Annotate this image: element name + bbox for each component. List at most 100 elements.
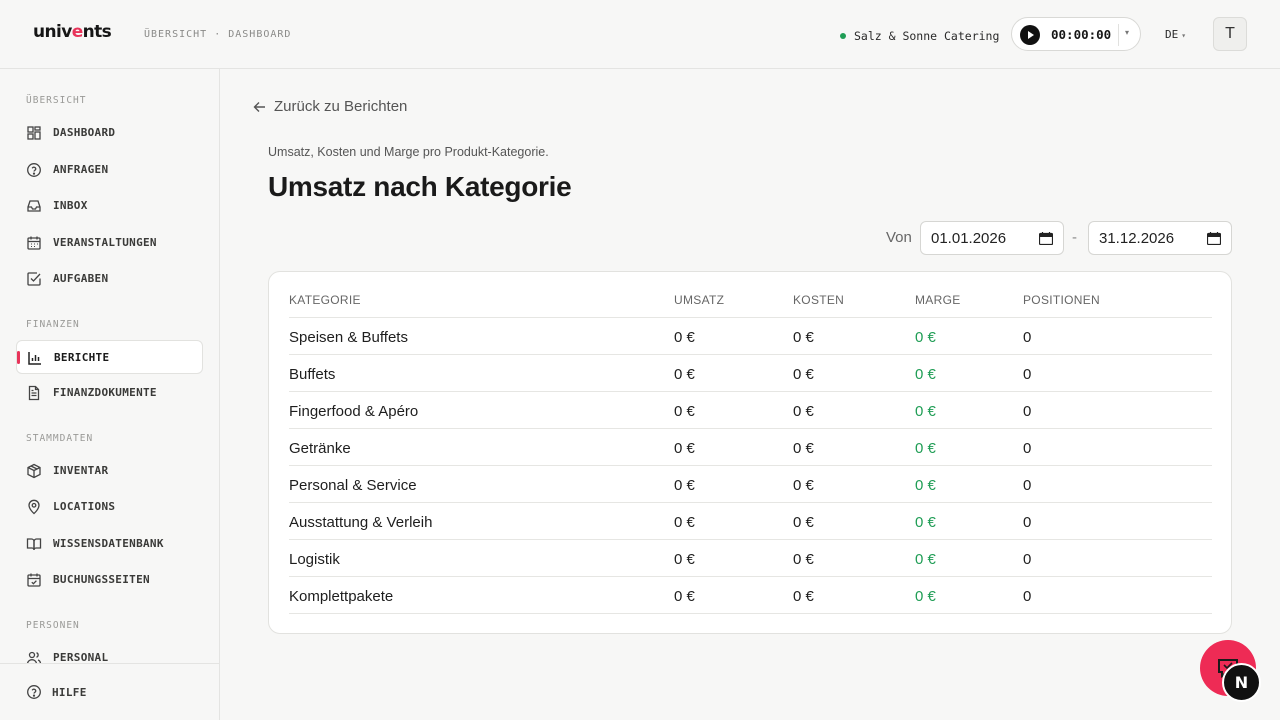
cell-kosten: 0 €: [793, 514, 814, 531]
section-label-finance: FINANZEN: [26, 319, 80, 330]
cell-umsatz: 0 €: [674, 588, 695, 605]
time-tracker: 00:00:00 ▾: [1011, 17, 1141, 51]
cell-kosten: 0 €: [793, 403, 814, 420]
avatar[interactable]: T: [1213, 17, 1247, 51]
table-row: Komplettpakete 0 € 0 € 0 € 0: [289, 577, 1212, 614]
table-row: Logistik 0 € 0 € 0 € 0: [289, 540, 1212, 577]
sidebar-item-label: PERSONAL: [53, 651, 109, 664]
breadcrumb: ÜBERSICHT · DASHBOARD: [144, 29, 292, 40]
cell-marge: 0 €: [915, 514, 936, 531]
cell-positionen: 0: [1023, 366, 1032, 383]
cell-umsatz: 0 €: [674, 366, 695, 383]
tenant-switcher[interactable]: Salz & Sonne Catering: [840, 29, 999, 43]
sidebar-item-personal[interactable]: PERSONAL: [16, 641, 203, 675]
divider: [289, 317, 1212, 318]
tenant-name: Salz & Sonne Catering: [854, 29, 1000, 43]
sidebar-item-finanzdokumente[interactable]: FINANZDOKUMENTE: [16, 376, 203, 410]
date-from-value: 01.01.2026: [931, 230, 1007, 247]
sidebar-item-anfragen[interactable]: ANFRAGEN: [16, 153, 203, 187]
question-circle-icon: [27, 163, 41, 177]
cell-umsatz: 0 €: [674, 440, 695, 457]
sidebar-item-buchungsseiten[interactable]: BUCHUNGSSEITEN: [16, 563, 203, 597]
cell-kosten: 0 €: [793, 440, 814, 457]
bar-chart-icon: [28, 352, 41, 365]
page-title: Umsatz nach Kategorie: [268, 171, 572, 202]
cell-positionen: 0: [1023, 403, 1032, 420]
sidebar: ÜBERSICHT DASHBOARD ANFRAGEN INBOX VERAN…: [0, 69, 220, 720]
cell-kategorie: Ausstattung & Verleih: [289, 514, 433, 531]
sidebar-item-label: INBOX: [53, 199, 88, 212]
top-bar: univents ÜBERSICHT · DASHBOARD Salz & So…: [0, 0, 1280, 69]
cell-marge: 0 €: [915, 366, 936, 383]
date-to-input[interactable]: 31.12.2026: [1088, 221, 1232, 255]
sidebar-item-aufgaben[interactable]: AUFGABEN: [16, 262, 203, 296]
cell-umsatz: 0 €: [674, 514, 695, 531]
back-link[interactable]: Zurück zu Berichten: [253, 98, 407, 115]
cell-kosten: 0 €: [793, 551, 814, 568]
column-header-umsatz: UMSATZ: [674, 293, 725, 307]
table-row: Speisen & Buffets 0 € 0 € 0 € 0: [289, 318, 1212, 355]
divider: [1118, 24, 1119, 46]
sidebar-item-locations[interactable]: LOCATIONS: [16, 490, 203, 524]
sidebar-item-berichte[interactable]: BERICHTE: [16, 340, 203, 374]
sidebar-item-wissensdatenbank[interactable]: WISSENSDATENBANK: [16, 527, 203, 561]
play-icon[interactable]: [1020, 25, 1040, 45]
chevron-down-icon[interactable]: ▾: [1125, 28, 1130, 37]
logo[interactable]: univents: [33, 22, 112, 42]
cell-kategorie: Getränke: [289, 440, 351, 457]
date-separator: -: [1072, 229, 1077, 246]
calendar-icon[interactable]: [1207, 232, 1221, 245]
cell-positionen: 0: [1023, 551, 1032, 568]
sidebar-item-inbox[interactable]: INBOX: [16, 189, 203, 223]
question-circle-icon: [27, 685, 41, 699]
timer-display: 00:00:00: [1051, 27, 1112, 42]
arrow-left-icon: [253, 101, 265, 112]
sidebar-item-label: ANFRAGEN: [53, 163, 109, 176]
sidebar-item-label: VERANSTALTUNGEN: [53, 236, 157, 249]
cell-umsatz: 0 €: [674, 329, 695, 346]
cell-kosten: 0 €: [793, 477, 814, 494]
section-label-master: STAMMDATEN: [26, 433, 94, 444]
cell-kosten: 0 €: [793, 366, 814, 383]
calendar-icon[interactable]: [1039, 232, 1053, 245]
cell-kategorie: Logistik: [289, 551, 340, 568]
cell-positionen: 0: [1023, 514, 1032, 531]
table-row: Getränke 0 € 0 € 0 € 0: [289, 429, 1212, 466]
document-icon: [28, 385, 40, 401]
sidebar-item-veranstaltungen[interactable]: VERANSTALTUNGEN: [16, 226, 203, 260]
table-row: Buffets 0 € 0 € 0 € 0: [289, 355, 1212, 392]
calendar-icon: [27, 236, 41, 250]
section-label-people: PERSONEN: [26, 620, 80, 631]
cell-marge: 0 €: [915, 403, 936, 420]
cell-marge: 0 €: [915, 551, 936, 568]
check-square-icon: [27, 272, 41, 286]
sidebar-item-label: BUCHUNGSSEITEN: [53, 573, 150, 586]
cell-kategorie: Fingerfood & Apéro: [289, 403, 419, 420]
notification-badge[interactable]: N: [1222, 663, 1261, 702]
inbox-icon: [27, 200, 41, 212]
report-table-card: KATEGORIE UMSATZ KOSTEN MARGE POSITIONEN…: [268, 271, 1232, 634]
chevron-down-icon: ▾: [1181, 31, 1187, 40]
cell-marge: 0 €: [915, 588, 936, 605]
table-row: Fingerfood & Apéro 0 € 0 € 0 € 0: [289, 392, 1212, 429]
back-link-label: Zurück zu Berichten: [274, 98, 408, 115]
language-select[interactable]: DE ▾: [1165, 28, 1187, 41]
sidebar-item-inventar[interactable]: INVENTAR: [16, 454, 203, 488]
sidebar-item-dashboard[interactable]: DASHBOARD: [16, 116, 203, 150]
status-dot: [840, 33, 846, 39]
column-header-kategorie: KATEGORIE: [289, 293, 361, 307]
cell-kosten: 0 €: [793, 329, 814, 346]
sidebar-item-label: WISSENSDATENBANK: [53, 537, 164, 550]
cell-marge: 0 €: [915, 440, 936, 457]
date-from-label: Von: [886, 229, 912, 246]
help-label: HILFE: [52, 686, 87, 699]
calendar-check-icon: [27, 573, 41, 587]
column-header-kosten: KOSTEN: [793, 293, 845, 307]
sidebar-item-label: DASHBOARD: [53, 126, 116, 139]
cell-positionen: 0: [1023, 477, 1032, 494]
cell-positionen: 0: [1023, 329, 1032, 346]
help-link[interactable]: HILFE: [0, 663, 219, 720]
book-icon: [26, 538, 42, 551]
table-row: Ausstattung & Verleih 0 € 0 € 0 € 0: [289, 503, 1212, 540]
date-from-input[interactable]: 01.01.2026: [920, 221, 1064, 255]
